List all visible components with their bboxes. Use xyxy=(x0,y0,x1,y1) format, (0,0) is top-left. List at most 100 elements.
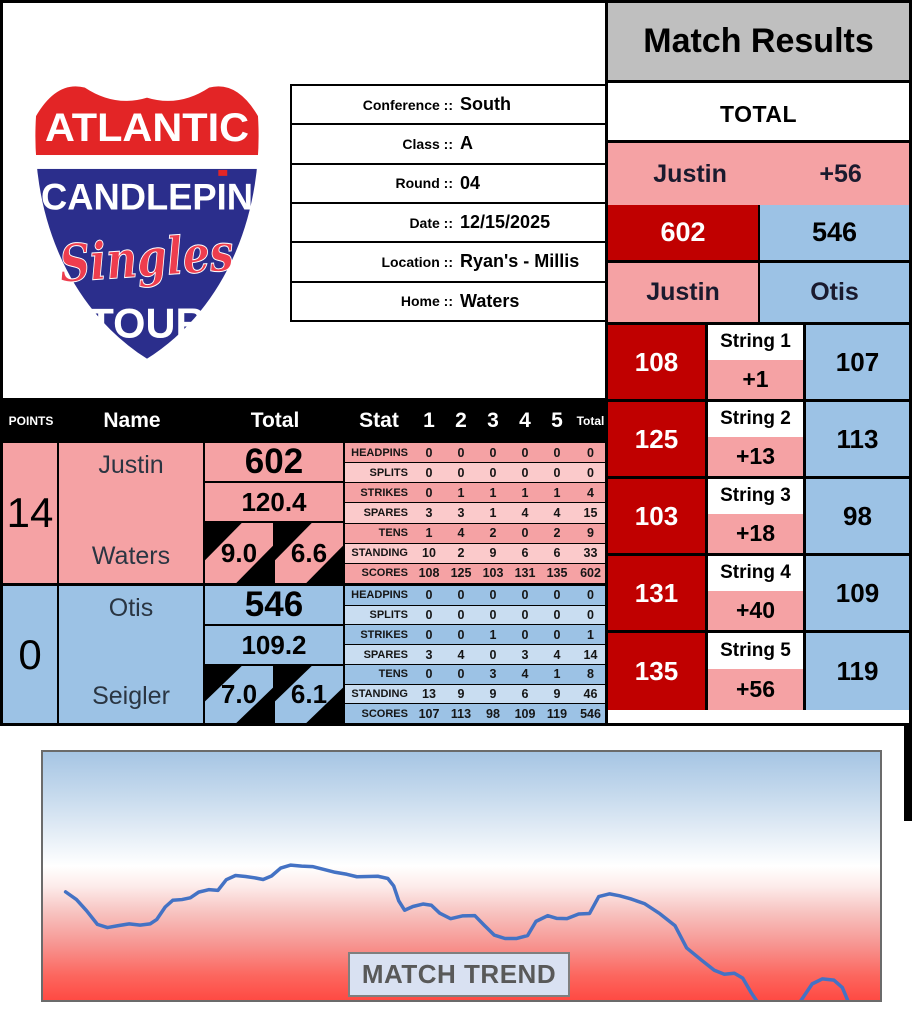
frame-tail xyxy=(904,726,912,821)
game3-header: 3 xyxy=(487,408,499,432)
stat-value: 6 xyxy=(521,686,529,701)
stat-value: 0 xyxy=(489,608,497,623)
stat-value: 135 xyxy=(546,566,568,581)
stat-value: 1 xyxy=(521,485,529,500)
trend-label: MATCH TREND xyxy=(348,952,570,997)
stat-value: 46 xyxy=(583,686,598,701)
stat-value: 546 xyxy=(580,706,601,721)
player-names-row: Justin Otis xyxy=(608,263,909,325)
stat-value: 113 xyxy=(450,706,472,721)
away-string-score: 98 xyxy=(806,479,909,553)
player-name-cell: Justin Waters xyxy=(59,443,205,583)
player-first-name: Justin xyxy=(98,451,164,479)
away-total-score: 546 xyxy=(760,205,909,260)
stat-value: 0 xyxy=(425,608,433,623)
points-header: POINTS xyxy=(8,413,54,428)
player-last-name: Seigler xyxy=(92,682,170,710)
stat-value: 1 xyxy=(457,485,465,500)
stat-row: SCORES 108 125 103 131 135 602 xyxy=(345,563,608,583)
stat-value: 6 xyxy=(553,546,561,561)
stat-b-cell: 6.6 xyxy=(275,523,343,583)
stat-label: STRIKES xyxy=(360,486,408,499)
info-label: Location :: xyxy=(381,253,453,270)
string-label: String 3 xyxy=(708,479,803,514)
stat-value: 0 xyxy=(425,588,433,603)
player-average: 120.4 xyxy=(205,483,343,523)
stat-label: SPLITS xyxy=(369,609,408,622)
away-string-score: 119 xyxy=(806,633,909,710)
stat-b-cell: 6.1 xyxy=(275,666,343,723)
string-mid-cell: String 3 +18 xyxy=(708,479,806,553)
stat-label: STANDING xyxy=(351,547,408,560)
stat-a-value: 7.0 xyxy=(220,679,258,709)
stat-value: 0 xyxy=(457,667,465,682)
stat-value: 0 xyxy=(457,588,465,603)
match-info-table: Conference :: South Class :: A Round :: 04 Dat… xyxy=(290,84,611,322)
stat-value: 10 xyxy=(422,546,436,561)
stat-value: 4 xyxy=(521,505,529,520)
stat-value: 9 xyxy=(489,546,497,561)
away-string-score: 113 xyxy=(806,402,909,476)
points-value: 0 xyxy=(3,586,59,723)
stat-value: 0 xyxy=(521,588,529,603)
player-total: 546 xyxy=(205,585,343,626)
stat-label: STRIKES xyxy=(360,628,408,641)
player-total-column: 602 120.4 9.0 6.6 xyxy=(205,442,345,583)
string-results: 108 String 1 +1 107 125 String 2 +13 113 103 Stri… xyxy=(608,325,909,723)
logo-line-candlepin: CANDLEPIN xyxy=(41,177,253,218)
player-last-name: Waters xyxy=(91,542,171,570)
stats-header-row: POINTS Name Total Stat 1 2 3 4 5 Total xyxy=(3,398,608,443)
stat-row: HEADPINS 0 0 0 0 0 0 xyxy=(345,443,608,464)
stat-value: 1 xyxy=(425,526,433,541)
player-first-name: Otis xyxy=(108,594,154,622)
stat-label: SCORES xyxy=(361,567,408,580)
stat-value: 0 xyxy=(457,445,465,460)
player-stat-table: HEADPINS 0 0 0 0 0 0 SPLITS 0 0 0 0 0 0 STRIKES 0 0 1 0 0 1 S… xyxy=(345,586,608,724)
info-row: Conference :: South xyxy=(292,86,609,126)
info-label: Class :: xyxy=(402,135,453,152)
string-mid-cell: String 1 +1 xyxy=(708,325,806,399)
stat-value: 0 xyxy=(425,465,433,480)
shield-outline xyxy=(31,82,263,364)
stat-value: 1 xyxy=(489,505,497,520)
stat-value: 13 xyxy=(422,686,436,701)
home-string-score: 103 xyxy=(608,479,708,553)
string-diff: +1 xyxy=(708,359,803,399)
stat-value: 14 xyxy=(583,647,598,662)
info-value: South xyxy=(460,94,511,115)
stat-value: 107 xyxy=(418,706,440,721)
stat-row: STANDING 10 2 9 6 6 33 xyxy=(345,543,608,564)
info-label: Conference :: xyxy=(362,96,453,113)
stat-row: SPLITS 0 0 0 0 0 0 xyxy=(345,463,608,484)
string-row: 125 String 2 +13 113 xyxy=(608,402,909,479)
info-value: A xyxy=(460,133,473,154)
info-value: Ryan's - Millis xyxy=(460,251,580,272)
player-total-column: 546 109.2 7.0 6.1 xyxy=(205,585,345,723)
stat-value: 3 xyxy=(457,505,465,520)
string-label: String 5 xyxy=(708,633,803,670)
stat-value: 0 xyxy=(553,445,561,460)
stat-value: 125 xyxy=(450,566,472,581)
stat-row: HEADPINS 0 0 0 0 0 0 xyxy=(345,586,608,606)
stat-value: 103 xyxy=(482,566,504,581)
string-mid-cell: String 4 +40 xyxy=(708,556,806,630)
match-results-title: Match Results xyxy=(608,3,909,83)
stat-label: HEADPINS xyxy=(351,589,408,602)
stat-value: 0 xyxy=(553,627,561,642)
stat-label: HEADPINS xyxy=(351,446,408,459)
string-row: 135 String 5 +56 119 xyxy=(608,633,909,710)
stat-value: 0 xyxy=(587,608,594,623)
stat-value: 0 xyxy=(489,465,497,480)
stat-value: 131 xyxy=(514,566,536,581)
stat-value: 0 xyxy=(587,465,594,480)
stat-header: Stat xyxy=(359,408,399,432)
stat-value: 2 xyxy=(553,526,561,541)
stat-row: TENS 1 4 2 0 2 9 xyxy=(345,523,608,544)
player-total: 602 xyxy=(205,442,343,483)
stat-value: 9 xyxy=(553,686,561,701)
total-header: Total xyxy=(250,408,300,432)
stat-value: 0 xyxy=(587,588,594,603)
stat-row: STRIKES 0 1 1 1 1 4 xyxy=(345,483,608,504)
trend-line xyxy=(66,865,851,1000)
game4-header: 4 xyxy=(519,408,531,432)
